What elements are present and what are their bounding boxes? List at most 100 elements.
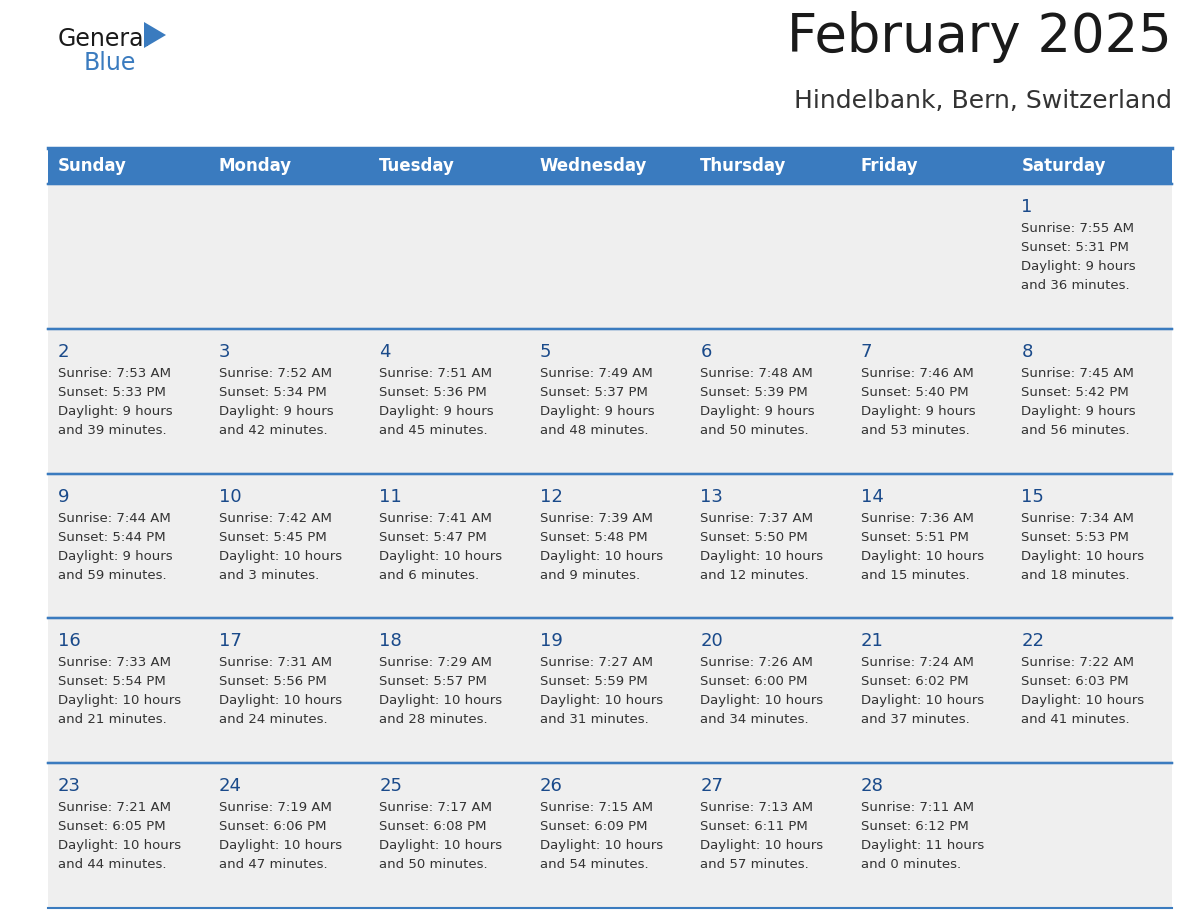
Text: Sunset: 5:59 PM: Sunset: 5:59 PM [539, 676, 647, 688]
Text: Sunrise: 7:49 AM: Sunrise: 7:49 AM [539, 367, 652, 380]
Text: Sunrise: 7:15 AM: Sunrise: 7:15 AM [539, 801, 652, 814]
Text: Saturday: Saturday [1022, 157, 1106, 175]
Text: 3: 3 [219, 342, 230, 361]
Text: and 31 minutes.: and 31 minutes. [539, 713, 649, 726]
Text: Sunrise: 7:31 AM: Sunrise: 7:31 AM [219, 656, 331, 669]
Text: Daylight: 10 hours: Daylight: 10 hours [539, 694, 663, 708]
Text: Sunrise: 7:55 AM: Sunrise: 7:55 AM [1022, 222, 1135, 235]
Polygon shape [144, 22, 166, 48]
Text: 18: 18 [379, 633, 402, 650]
Text: Sunset: 5:45 PM: Sunset: 5:45 PM [219, 531, 327, 543]
Bar [369, 329, 530, 474]
Text: 22: 22 [1022, 633, 1044, 650]
Bar [1011, 619, 1173, 763]
Text: Daylight: 10 hours: Daylight: 10 hours [700, 694, 823, 708]
Text: Daylight: 10 hours: Daylight: 10 hours [1022, 550, 1144, 563]
Bar [690, 474, 851, 619]
Text: 8: 8 [1022, 342, 1032, 361]
Text: and 36 minutes.: and 36 minutes. [1022, 279, 1130, 292]
Text: and 56 minutes.: and 56 minutes. [1022, 424, 1130, 437]
Text: Daylight: 9 hours: Daylight: 9 hours [219, 405, 333, 418]
Text: and 34 minutes.: and 34 minutes. [700, 713, 809, 726]
Text: Sunrise: 7:36 AM: Sunrise: 7:36 AM [861, 511, 974, 524]
Text: and 50 minutes.: and 50 minutes. [700, 424, 809, 437]
Text: Sunset: 5:54 PM: Sunset: 5:54 PM [58, 676, 166, 688]
Text: Sunrise: 7:48 AM: Sunrise: 7:48 AM [700, 367, 813, 380]
Text: Sunrise: 7:53 AM: Sunrise: 7:53 AM [58, 367, 171, 380]
Bar [1011, 763, 1173, 908]
Text: 24: 24 [219, 778, 241, 795]
Text: 5: 5 [539, 342, 551, 361]
Text: Sunset: 5:39 PM: Sunset: 5:39 PM [700, 386, 808, 398]
Text: Daylight: 11 hours: Daylight: 11 hours [861, 839, 984, 852]
Bar [369, 619, 530, 763]
Bar [48, 184, 209, 329]
Text: and 24 minutes.: and 24 minutes. [219, 713, 327, 726]
Text: Sunrise: 7:52 AM: Sunrise: 7:52 AM [219, 367, 331, 380]
Text: Sunrise: 7:13 AM: Sunrise: 7:13 AM [700, 801, 814, 814]
Text: Sunset: 5:42 PM: Sunset: 5:42 PM [1022, 386, 1129, 398]
Text: 15: 15 [1022, 487, 1044, 506]
Text: and 53 minutes.: and 53 minutes. [861, 424, 969, 437]
Text: Sunrise: 7:17 AM: Sunrise: 7:17 AM [379, 801, 492, 814]
Text: and 6 minutes.: and 6 minutes. [379, 568, 479, 582]
Text: Sunrise: 7:39 AM: Sunrise: 7:39 AM [539, 511, 652, 524]
Bar [1011, 329, 1173, 474]
Text: Sunrise: 7:42 AM: Sunrise: 7:42 AM [219, 511, 331, 524]
Bar [530, 619, 690, 763]
Text: Thursday: Thursday [700, 157, 786, 175]
Text: Sunrise: 7:22 AM: Sunrise: 7:22 AM [1022, 656, 1135, 669]
Text: and 57 minutes.: and 57 minutes. [700, 858, 809, 871]
Text: 23: 23 [58, 778, 81, 795]
Text: Sunset: 5:53 PM: Sunset: 5:53 PM [1022, 531, 1130, 543]
Text: 19: 19 [539, 633, 563, 650]
Text: 17: 17 [219, 633, 241, 650]
Text: Sunset: 5:57 PM: Sunset: 5:57 PM [379, 676, 487, 688]
Text: Sunset: 5:47 PM: Sunset: 5:47 PM [379, 531, 487, 543]
Text: Sunset: 6:06 PM: Sunset: 6:06 PM [219, 820, 326, 834]
Bar [209, 329, 369, 474]
Text: Daylight: 10 hours: Daylight: 10 hours [219, 694, 342, 708]
Text: 7: 7 [861, 342, 872, 361]
Text: Daylight: 9 hours: Daylight: 9 hours [1022, 260, 1136, 273]
Text: Sunrise: 7:21 AM: Sunrise: 7:21 AM [58, 801, 171, 814]
Bar [48, 619, 209, 763]
Text: Daylight: 10 hours: Daylight: 10 hours [861, 694, 984, 708]
Text: Daylight: 10 hours: Daylight: 10 hours [219, 839, 342, 852]
Text: Sunrise: 7:34 AM: Sunrise: 7:34 AM [1022, 511, 1135, 524]
Text: 14: 14 [861, 487, 884, 506]
Bar [369, 763, 530, 908]
Text: and 42 minutes.: and 42 minutes. [219, 424, 327, 437]
Bar [48, 763, 209, 908]
Text: 12: 12 [539, 487, 563, 506]
Text: and 3 minutes.: and 3 minutes. [219, 568, 318, 582]
Text: General: General [58, 27, 151, 51]
Bar [690, 763, 851, 908]
Bar [1011, 184, 1173, 329]
Text: Sunset: 5:56 PM: Sunset: 5:56 PM [219, 676, 327, 688]
Text: 1: 1 [1022, 198, 1032, 216]
Text: Daylight: 9 hours: Daylight: 9 hours [861, 405, 975, 418]
Bar [530, 763, 690, 908]
Text: Daylight: 10 hours: Daylight: 10 hours [379, 839, 503, 852]
Text: Daylight: 9 hours: Daylight: 9 hours [700, 405, 815, 418]
Text: and 9 minutes.: and 9 minutes. [539, 568, 640, 582]
Text: and 59 minutes.: and 59 minutes. [58, 568, 166, 582]
Text: Sunrise: 7:26 AM: Sunrise: 7:26 AM [700, 656, 813, 669]
Text: Sunrise: 7:44 AM: Sunrise: 7:44 AM [58, 511, 171, 524]
Text: Daylight: 9 hours: Daylight: 9 hours [58, 405, 172, 418]
Text: 9: 9 [58, 487, 70, 506]
Bar [369, 474, 530, 619]
Bar [530, 474, 690, 619]
Text: and 28 minutes.: and 28 minutes. [379, 713, 488, 726]
Text: Daylight: 10 hours: Daylight: 10 hours [1022, 694, 1144, 708]
Text: Monday: Monday [219, 157, 292, 175]
Text: Sunrise: 7:37 AM: Sunrise: 7:37 AM [700, 511, 814, 524]
Bar [690, 619, 851, 763]
Text: and 37 minutes.: and 37 minutes. [861, 713, 969, 726]
Text: Sunset: 6:03 PM: Sunset: 6:03 PM [1022, 676, 1129, 688]
Bar [48, 474, 209, 619]
Text: Sunrise: 7:45 AM: Sunrise: 7:45 AM [1022, 367, 1135, 380]
Bar [209, 763, 369, 908]
Text: 20: 20 [700, 633, 723, 650]
